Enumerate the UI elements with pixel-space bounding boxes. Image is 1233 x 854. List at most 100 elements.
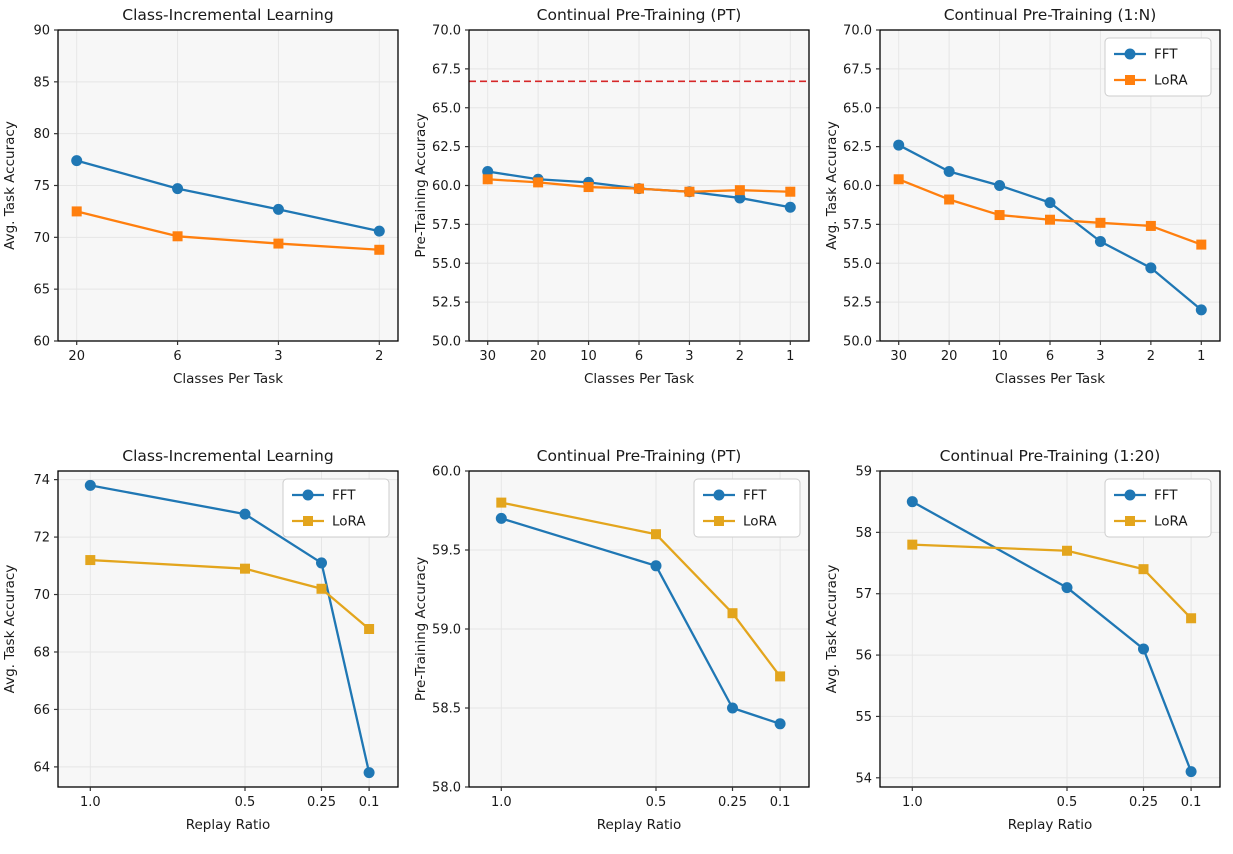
x-tick-label: 6: [1046, 349, 1054, 364]
x-axis-label: Classes Per Task: [173, 371, 283, 387]
lora-marker: [785, 186, 796, 197]
chart-title: Continual Pre-Training (1:N): [944, 6, 1157, 24]
chart-title: Class-Incremental Learning: [122, 447, 333, 465]
x-tick-label: 30: [890, 349, 907, 364]
y-tick-label: 52.5: [843, 296, 872, 311]
lora-marker: [1045, 214, 1055, 225]
y-tick-label: 56: [855, 649, 872, 664]
chart-title: Continual Pre-Training (PT): [537, 6, 742, 24]
y-tick-label: 60.0: [432, 179, 461, 194]
x-axis-label: Classes Per Task: [584, 371, 694, 387]
fft-marker: [71, 155, 83, 167]
x-tick-label: 0.25: [1129, 795, 1158, 810]
fft-marker: [994, 180, 1006, 191]
y-tick-label: 55.0: [432, 257, 461, 272]
fft-marker: [1094, 235, 1106, 247]
legend-lora-marker: [303, 516, 313, 526]
x-tick-label: 0.5: [235, 795, 256, 810]
x-tick-label: 1.0: [80, 795, 101, 810]
lora-marker: [273, 238, 284, 249]
lora-marker: [944, 194, 955, 205]
x-axis-label: Replay Ratio: [186, 817, 271, 833]
chart-continual-pre-training-pt-1: 30 20 10 6 3 2 1 50.0 52.5 55.0 57.5 60.0 62.5 65.0 67…: [413, 6, 810, 387]
fft-marker: [84, 479, 96, 491]
legend-label-lora: LoRA: [1154, 73, 1188, 89]
chart-cell-4: 1.0 0.5 0.25 0.1 58.0 58.5 59.0 59.5 60.0 Continu…: [411, 425, 822, 850]
x-tick-label: 0.1: [770, 795, 791, 810]
legend: FFT LoRA: [1104, 478, 1212, 538]
tick-labels: 1.0 0.5 0.25 0.1 58.0 58.5 59.0 59.5 60.0: [432, 465, 790, 811]
y-tick-label: 70.0: [432, 24, 461, 39]
x-tick-label: 10: [580, 349, 597, 364]
chart-title: Continual Pre-Training (1:20): [940, 447, 1161, 465]
legend: FFT LoRA: [693, 478, 801, 538]
y-tick-label: 72: [33, 531, 50, 546]
lora-marker: [364, 624, 375, 634]
axes-frame: [879, 470, 1221, 788]
x-tick-label: 20: [941, 349, 958, 364]
lora-marker: [1186, 613, 1197, 624]
x-axis-label: Replay Ratio: [1008, 817, 1093, 833]
tick-marks: [876, 470, 1192, 791]
lora-marker: [1145, 220, 1156, 231]
x-tick-label: 6: [173, 349, 181, 364]
y-tick-label: 68: [33, 645, 50, 660]
y-tick-label: 65.0: [432, 101, 461, 116]
chart-class-incremental-learning-0: 20 6 3 2 60 65 70 75 80 85 90 Class-Incremental Lea…: [2, 6, 399, 387]
y-tick-label: 60.0: [432, 465, 461, 480]
lora-marker: [316, 583, 327, 594]
y-tick-label: 70.0: [843, 24, 872, 39]
fft-marker: [1185, 766, 1197, 778]
legend: FFT LoRA: [282, 478, 390, 538]
y-tick-label: 50.0: [432, 335, 461, 350]
lora-marker: [71, 206, 82, 217]
tick-labels: 30 20 10 6 3 2 1 50.0 52.5 55.0 57.5 60.0 62.5 65.0 67…: [432, 24, 794, 365]
y-tick-label: 60: [33, 335, 50, 350]
lora-marker: [651, 529, 661, 540]
fft-marker: [1044, 197, 1056, 209]
y-tick-label: 74: [33, 473, 50, 488]
tick-labels: 1.0 0.5 0.25 0.1 64 66 68 70 72 74: [33, 473, 379, 810]
lora-marker: [85, 555, 96, 566]
tick-marks: [465, 29, 791, 345]
y-tick-label: 58.5: [432, 702, 461, 717]
y-tick-label: 64: [33, 760, 50, 775]
y-tick-label: 55: [855, 710, 872, 725]
y-axis-label: Pre-Training Accuracy: [413, 557, 429, 701]
legend-fft-marker: [1124, 489, 1136, 501]
legend-label-fft: FFT: [1154, 488, 1178, 504]
chart-title: Continual Pre-Training (PT): [537, 447, 742, 465]
lora-marker: [634, 183, 644, 194]
fft-marker: [363, 767, 375, 779]
fft-line: [500, 517, 781, 725]
x-tick-label: 3: [274, 349, 282, 364]
fft-marker: [172, 183, 184, 195]
fft-marker: [373, 225, 385, 237]
fft-marker: [727, 702, 738, 714]
x-tick-label: 3: [1096, 349, 1104, 364]
chart-cell-5: 1.0 0.5 0.25 0.1 54 55 56 57 58 59 Continual Pre-T…: [822, 425, 1233, 850]
y-axis-label: Avg. Task Accuracy: [824, 121, 840, 250]
chart-cell-1: 30 20 10 6 3 2 1 50.0 52.5 55.0 57.5 60.0 62.5 65.0 67…: [411, 0, 822, 425]
y-tick-label: 62.5: [432, 140, 461, 155]
x-tick-label: 30: [479, 349, 496, 364]
legend-label-lora: LoRA: [332, 514, 366, 530]
tick-marks: [54, 29, 380, 345]
fft-marker: [774, 718, 786, 730]
x-tick-label: 20: [530, 349, 547, 364]
x-tick-label: 10: [991, 349, 1008, 364]
fft-marker: [272, 203, 284, 215]
chart-continual-pre-training-pt-4: 1.0 0.5 0.25 0.1 58.0 58.5 59.0 59.5 60.0 Continu…: [413, 447, 810, 833]
legend-label-fft: FFT: [743, 488, 767, 504]
y-tick-label: 65: [33, 283, 50, 298]
tick-marks: [465, 470, 781, 791]
y-tick-label: 70: [33, 231, 50, 246]
lora-marker: [1196, 239, 1207, 250]
x-tick-label: 6: [635, 349, 643, 364]
fft-marker: [893, 139, 905, 151]
y-tick-label: 57: [855, 587, 872, 602]
y-tick-label: 50.0: [843, 335, 872, 350]
x-tick-label: 0.25: [718, 795, 747, 810]
chart-continual-pre-training-1-20-5: 1.0 0.5 0.25 0.1 54 55 56 57 58 59 Continual Pre-T…: [824, 447, 1221, 833]
